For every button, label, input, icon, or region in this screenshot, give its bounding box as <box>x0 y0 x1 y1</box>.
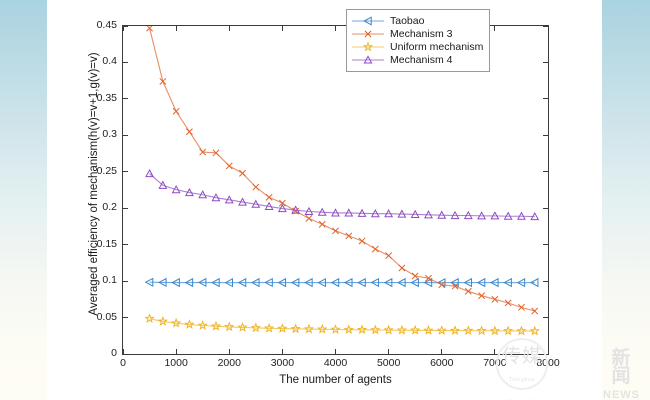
x-tick-label: 7000 <box>483 357 507 369</box>
x-tick-mark <box>122 349 124 354</box>
y-tick-label: 0.05 <box>96 310 117 323</box>
y-tick-label: 0.3 <box>102 128 117 141</box>
legend-sample-icon <box>352 16 384 26</box>
y-tick-label: 0.2 <box>102 201 117 214</box>
y-tick-mark <box>543 244 548 246</box>
y-tick-mark <box>543 25 548 27</box>
x-tick-label: 8000 <box>536 357 560 369</box>
x-tick-mark <box>228 349 230 354</box>
watermark-news: 新闻 NEWS <box>603 348 640 400</box>
y-tick-mark <box>543 207 548 209</box>
x-tick-mark <box>494 349 496 354</box>
x-tick-mark <box>281 349 283 354</box>
x-tick-mark <box>281 26 283 31</box>
y-tick-mark <box>543 61 548 63</box>
y-tick-mark <box>543 317 548 319</box>
y-tick-label: 0.25 <box>96 164 117 177</box>
x-tick-mark <box>494 26 496 31</box>
x-tick-mark <box>335 26 336 31</box>
plot-area <box>122 25 549 355</box>
legend-label: Taobao <box>390 15 425 27</box>
y-tick-mark <box>123 98 128 100</box>
legend-label: Uniform mechanism <box>390 41 484 53</box>
figure-canvas: 0 0.05 0.1 0.15 0.2 0.25 0.3 0.35 0.4 0.45 0 1000 20… <box>47 0 639 400</box>
y-tick-mark <box>123 61 128 63</box>
y-tick-mark <box>543 353 548 355</box>
y-tick-mark <box>123 317 128 319</box>
x-tick-mark <box>388 349 390 354</box>
x-tick-label: 4000 <box>323 357 348 369</box>
y-tick-mark <box>123 353 128 355</box>
legend-sample-icon <box>352 55 384 64</box>
y-tick-label: 0.45 <box>96 19 117 31</box>
chart-legend: Taobao Mechanism 3 Uniform mechanism Mechan… <box>346 9 491 72</box>
y-tick-mark <box>543 171 548 173</box>
x-tick-label: 6000 <box>430 357 454 369</box>
plot-svg <box>144 26 540 336</box>
legend-label: Mechanism 3 <box>390 28 453 40</box>
y-tick-mark <box>123 280 128 282</box>
y-tick-mark <box>123 207 128 209</box>
legend-item-mechanism-3[interactable]: Mechanism 3 <box>351 28 483 40</box>
x-tick-mark <box>122 26 124 31</box>
legend-label: Mechanism 4 <box>390 54 453 66</box>
y-axis-label: Averaged efficiency of mechanism(h(v)=v+… <box>88 52 100 316</box>
y-tick-mark <box>543 98 548 100</box>
x-tick-label: 2000 <box>217 357 241 369</box>
y-tick-mark <box>543 280 548 282</box>
x-tick-label: 5000 <box>376 357 401 369</box>
watermark-news-cn: 新闻 <box>611 348 632 387</box>
x-tick-mark <box>547 349 549 354</box>
y-tick-label: 0 <box>111 347 117 359</box>
y-tick-label: 0.35 <box>96 91 117 104</box>
x-tick-label: 1000 <box>164 357 188 369</box>
x-tick-mark <box>175 349 177 354</box>
y-tick-label: 0.4 <box>102 55 117 68</box>
x-axis-label: The number of agents <box>279 374 392 386</box>
x-tick-mark <box>547 26 549 31</box>
x-tick-label: 3000 <box>270 357 295 369</box>
x-tick-label: 0 <box>120 357 126 369</box>
y-tick-mark <box>123 25 128 27</box>
y-tick-mark <box>123 134 128 136</box>
y-tick-label: 0.15 <box>96 237 117 250</box>
legend-item-uniform-mechanism[interactable]: Uniform mechanism <box>351 41 483 53</box>
left-gradient-band <box>0 0 47 400</box>
y-tick-label: 0.1 <box>102 274 117 287</box>
x-tick-mark <box>335 349 336 354</box>
y-tick-mark <box>123 244 128 246</box>
legend-sample-icon <box>352 30 384 38</box>
y-tick-mark <box>543 134 548 136</box>
legend-item-mechanism-4[interactable]: Mechanism 4 <box>351 54 483 66</box>
watermark-news-en: NEWS <box>603 389 640 400</box>
right-gradient-band <box>602 0 650 400</box>
x-tick-mark <box>228 26 230 31</box>
legend-sample-icon <box>352 41 384 52</box>
x-tick-mark <box>175 26 177 31</box>
y-tick-mark <box>123 171 128 173</box>
legend-item-taobao[interactable]: Taobao <box>351 15 483 27</box>
x-tick-mark <box>441 349 443 354</box>
